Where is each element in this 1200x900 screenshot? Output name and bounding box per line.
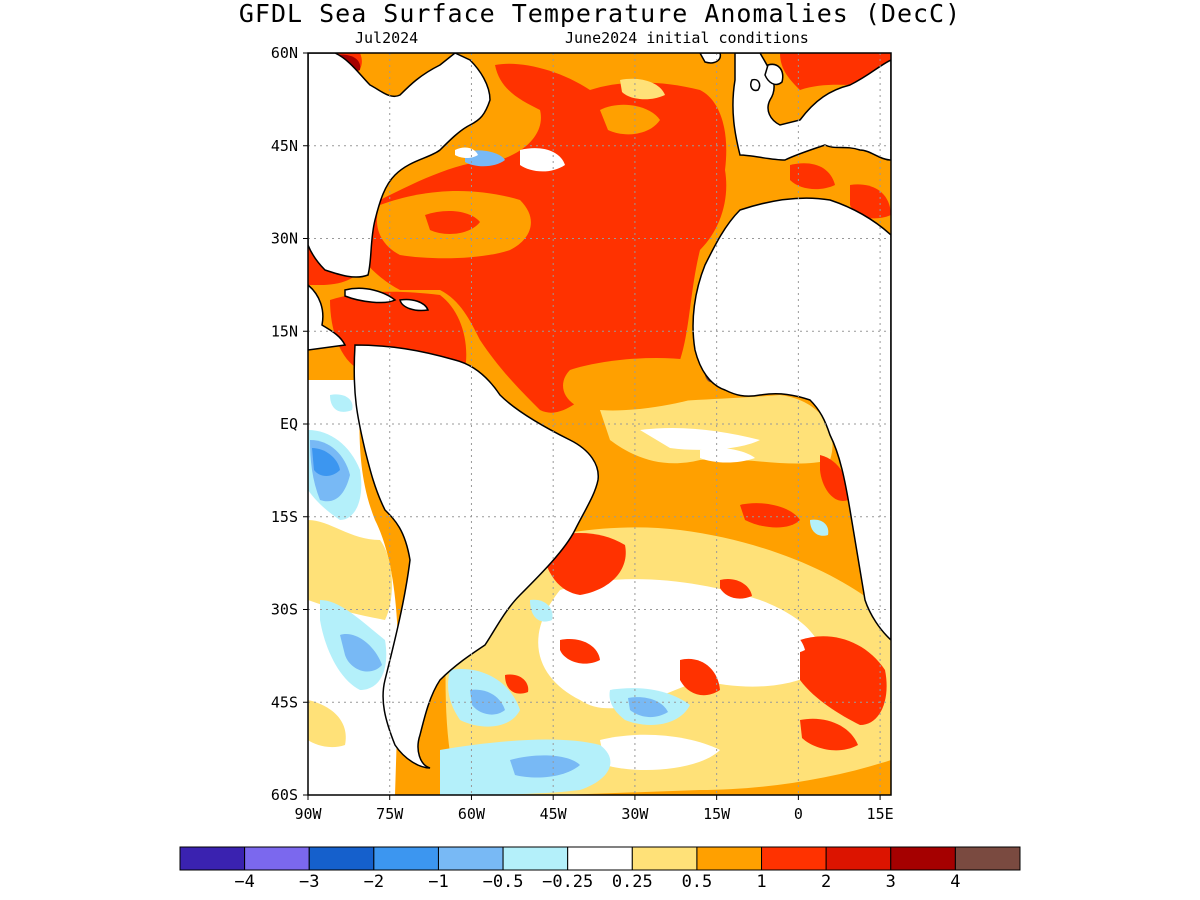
lon-tick-label: 15E [867, 805, 894, 823]
lat-tick-label: 15S [271, 508, 298, 526]
colorbar-swatch [567, 846, 633, 871]
colorbar-swatch [761, 846, 827, 871]
colorbar-label: 1 [756, 872, 767, 892]
colorbar-swatch [308, 846, 375, 871]
colorbar-swatch [179, 846, 246, 871]
longitude-axis: 90W 75W 60W 45W 30W 15W 0 15E [294, 795, 894, 823]
subtitle-initial-conditions: June2024 initial conditions [565, 29, 809, 47]
colorbar-label: 0.25 [611, 872, 653, 892]
subtitle-month: Jul2024 [355, 29, 419, 47]
colorbar-label: 4 [950, 872, 961, 892]
colorbar-label: 0.5 [681, 872, 713, 892]
lon-tick-label: 0 [794, 805, 803, 823]
map-gridlines [308, 53, 891, 795]
lon-tick-label: 75W [376, 805, 404, 823]
lon-tick-label: 15W [703, 805, 731, 823]
colorbar-swatch [373, 846, 439, 871]
colorbar-swatch [696, 846, 763, 871]
lon-tick-label: 60W [458, 805, 486, 823]
lat-tick-label: 15N [271, 322, 298, 340]
colorbar-label: 2 [821, 872, 832, 892]
colorbar-swatch [631, 846, 698, 871]
lat-tick-label: 30N [271, 230, 298, 248]
colorbar-label: −3 [298, 872, 320, 892]
map-title: GFDL Sea Surface Temperature Anomalies (… [238, 0, 962, 28]
lon-tick-label: 90W [294, 805, 322, 823]
latitude-axis: 60N 45N 30N 15N EQ 15S 30S 45S 60S [271, 44, 308, 804]
colorbar [179, 846, 1021, 871]
colorbar-label: −0.25 [542, 872, 594, 892]
colorbar-swatch [825, 846, 892, 871]
colorbar-swatch [437, 846, 504, 871]
land-masses [308, 53, 891, 769]
colorbar-swatch [954, 846, 1021, 871]
colorbar-label: −1 [428, 872, 449, 892]
lat-tick-label: 45N [271, 137, 298, 155]
colorbar-label: −4 [234, 872, 255, 892]
lon-tick-label: 45W [540, 805, 568, 823]
lon-tick-label: 30W [621, 805, 649, 823]
lat-tick-label: EQ [280, 415, 298, 433]
anomaly-field [308, 53, 891, 795]
colorbar-label: 3 [885, 872, 896, 892]
colorbar-label: −2 [363, 872, 385, 892]
colorbar-label: −0.5 [482, 872, 524, 892]
lat-tick-label: 30S [271, 601, 298, 619]
lat-tick-label: 45S [271, 693, 298, 711]
lat-tick-label: 60N [271, 44, 298, 62]
colorbar-swatch [890, 846, 956, 871]
colorbar-swatch [502, 846, 569, 871]
lat-tick-label: 60S [271, 786, 298, 804]
colorbar-swatch [244, 846, 310, 871]
